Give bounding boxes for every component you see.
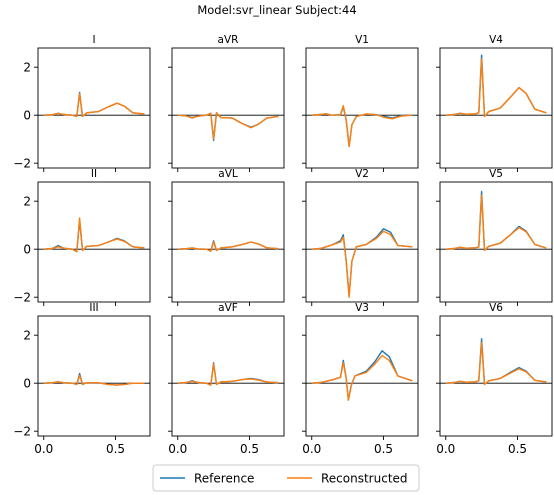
series-reference-avr [177, 112, 279, 142]
panel-v5: V5 [436, 168, 553, 306]
panel-v4: V4 [436, 34, 553, 172]
panel-frame [439, 181, 553, 303]
panel-v2: V2 [302, 168, 419, 306]
legend: Reference Reconstructed [152, 464, 420, 492]
x-tick-label: 0.0 [168, 442, 187, 456]
panel-avr: aVR [168, 34, 285, 172]
series-reconstructed-v5 [445, 194, 547, 252]
panel-v1: V1 [302, 34, 419, 172]
series-reconstructed-v2 [311, 230, 413, 298]
series-reconstructed-iii [43, 374, 145, 386]
panel-title-v1: V1 [355, 34, 369, 46]
panel-title-v5: V5 [489, 168, 503, 180]
series-reconstructed-v1 [311, 104, 413, 148]
series-reconstructed-i [43, 92, 145, 118]
panel-frame [37, 47, 151, 169]
panel-frame [37, 181, 151, 303]
legend-label-reconstructed: Reconstructed [321, 472, 408, 486]
panel-title-v3: V3 [355, 302, 369, 314]
panel-frame [305, 181, 419, 303]
series-reference-v1 [311, 106, 413, 148]
series-reconstructed-ii [43, 217, 145, 253]
y-tick-label: 2 [23, 195, 31, 209]
panel-title-ii: II [91, 168, 97, 180]
series-reference-v2 [311, 228, 413, 297]
x-tick-label: 0.5 [240, 442, 259, 456]
series-reconstructed-avl [177, 241, 279, 252]
y-tick-label: 2 [23, 61, 31, 75]
y-tick-label: −2 [13, 291, 31, 305]
panel-frame [171, 315, 285, 437]
legend-label-reference: Reference [194, 472, 254, 486]
panel-iii: III 2 0 −20.0 0.5 [13, 302, 151, 456]
series-reference-v4 [445, 54, 547, 118]
panel-frame [171, 181, 285, 303]
panel-title-v2: V2 [355, 168, 369, 180]
panel-v6: V6 0.0 0.5 [436, 302, 553, 456]
panel-frame [305, 47, 419, 169]
x-tick-label: 0.5 [508, 442, 527, 456]
panel-avl: aVL [168, 168, 285, 306]
series-reference-v5 [445, 190, 547, 252]
y-tick-label: −2 [13, 157, 31, 171]
panel-title-i: I [92, 34, 95, 46]
y-tick-label: 0 [23, 109, 31, 123]
panel-frame [171, 47, 285, 169]
x-tick-label: 0.0 [436, 442, 455, 456]
panel-v3: V3 0.0 0.5 [302, 302, 419, 456]
y-tick-label: 0 [23, 243, 31, 257]
panel-ii: II 2 0 −2 [13, 168, 151, 306]
panel-frame [37, 315, 151, 437]
panel-frame [305, 315, 419, 437]
series-reconstructed-avf [177, 363, 279, 386]
panel-avf: aVF 0.0 0.5 [168, 302, 285, 456]
series-reconstructed-v6 [445, 341, 547, 386]
panel-i: I 2 0 −2 [13, 34, 151, 172]
series-reconstructed-v3 [311, 354, 413, 401]
x-tick-label: 0.0 [34, 442, 53, 456]
series-reconstructed-avr [177, 112, 279, 140]
series-reconstructed-v4 [445, 58, 547, 118]
x-tick-label: 0.5 [374, 442, 393, 456]
panel-title-v6: V6 [489, 302, 503, 314]
panel-title-iii: III [89, 302, 98, 314]
panel-title-avf: aVF [218, 302, 238, 314]
x-tick-label: 0.5 [106, 442, 125, 456]
panel-frame [439, 315, 553, 437]
panel-title-avr: aVR [218, 34, 239, 46]
panel-frame [439, 47, 553, 169]
y-tick-label: −2 [13, 425, 31, 439]
y-tick-label: 0 [23, 377, 31, 391]
y-tick-label: 2 [23, 329, 31, 343]
legend-box [152, 464, 420, 492]
figure-title: Model:svr_linear Subject:44 [197, 3, 356, 17]
panel-title-avl: aVL [218, 168, 238, 180]
panel-title-v4: V4 [489, 34, 503, 46]
x-tick-label: 0.0 [302, 442, 321, 456]
